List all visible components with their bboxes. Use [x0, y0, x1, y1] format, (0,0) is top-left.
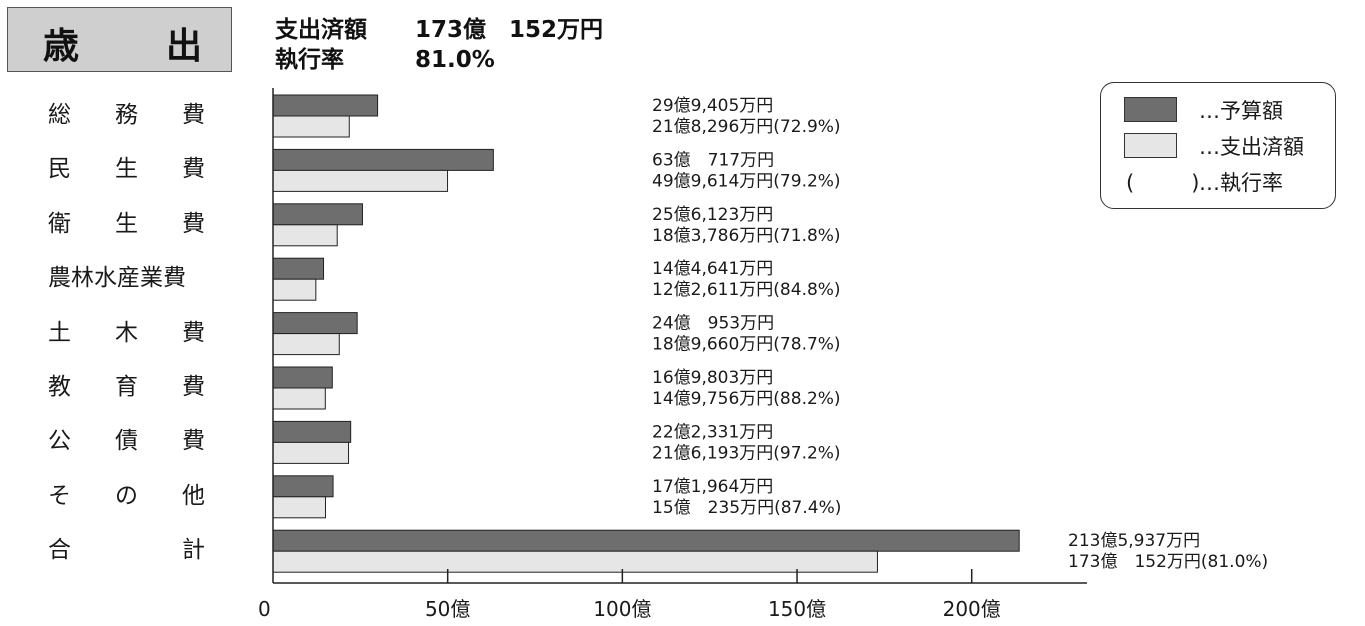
bar-budget: [273, 204, 362, 225]
legend-spent-swatch: [1124, 133, 1177, 158]
data-label-spent: 21億6,193万円(97.2%): [652, 443, 841, 463]
x-tick-label: 200億: [943, 597, 1001, 621]
bar-spent: [273, 497, 325, 518]
bar-spent: [273, 170, 448, 191]
data-label-budget: 24億 953万円: [652, 314, 774, 334]
data-label-spent: 14億9,756万円(88.2%): [652, 389, 841, 409]
x-tick-label: 0: [258, 597, 271, 621]
x-tick-label: 150億: [768, 597, 826, 621]
data-label-budget: 29億9,405万円: [652, 96, 773, 116]
bar-budget: [273, 530, 1019, 551]
data-label-spent: 18億3,786万円(71.8%): [652, 226, 841, 246]
data-label-budget: 25億6,123万円: [652, 205, 773, 225]
legend-spent-text: …支出済額: [1199, 131, 1304, 161]
data-label-spent: 18億9,660万円(78.7%): [652, 335, 841, 355]
bar-spent: [273, 442, 349, 463]
data-label-spent: 173億 152万円(81.0%): [1068, 552, 1268, 572]
data-label-budget: 14億4,641万円: [652, 259, 773, 279]
bar-spent: [273, 279, 316, 300]
data-label-budget: 22億2,331万円: [652, 422, 773, 442]
bar-budget: [273, 476, 333, 497]
data-label-spent: 49億9,614万円(79.2%): [652, 171, 841, 191]
bar-budget: [273, 367, 332, 388]
legend-budget-text: …予算額: [1199, 95, 1283, 125]
legend-budget-swatch: [1124, 97, 1177, 122]
data-label-budget: 213億5,937万円: [1068, 531, 1200, 551]
bar-budget: [273, 95, 378, 116]
bar-spent: [273, 388, 325, 409]
data-label-spent: 21億8,296万円(72.9%): [652, 117, 841, 137]
legend: …予算額 …支出済額 ( ) …執行率: [1100, 82, 1336, 209]
bar-spent: [273, 551, 877, 572]
bar-budget: [273, 421, 351, 442]
bar-spent: [273, 116, 349, 137]
data-label-budget: 16億9,803万円: [652, 368, 773, 388]
data-label-spent: 12億2,611万円(84.8%): [652, 280, 841, 300]
legend-rate-text: …執行率: [1199, 167, 1283, 197]
bar-spent: [273, 225, 337, 246]
bar-budget: [273, 149, 493, 170]
data-label-spent: 15億 235万円(87.4%): [652, 498, 841, 518]
x-tick-label: 50億: [425, 597, 470, 621]
bar-budget: [273, 313, 357, 334]
data-label-budget: 17億1,964万円: [652, 477, 773, 497]
x-tick-label: 100億: [593, 597, 651, 621]
bar-budget: [273, 258, 324, 279]
data-label-budget: 63億 717万円: [652, 150, 774, 170]
bar-spent: [273, 334, 339, 355]
